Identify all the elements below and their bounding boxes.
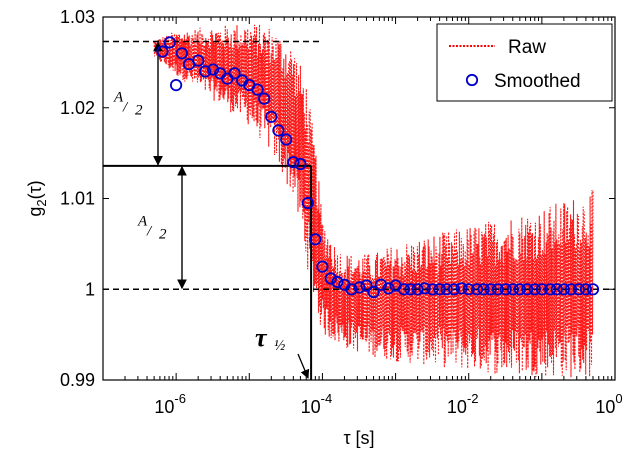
smoothed-point bbox=[506, 283, 519, 296]
smoothed-point bbox=[353, 281, 366, 294]
y-tick-label: 1.02 bbox=[60, 98, 95, 118]
y-tick-label: 0.99 bbox=[60, 370, 95, 390]
smoothed-point bbox=[324, 272, 337, 285]
smoothed-point bbox=[331, 275, 344, 289]
smoothed-point bbox=[433, 283, 446, 296]
legend-smoothed-swatch bbox=[465, 73, 479, 87]
smoothed-point bbox=[550, 283, 563, 296]
upper-half-a-label: A/ 2 bbox=[113, 90, 143, 119]
smoothed-point bbox=[316, 260, 329, 273]
smoothed-point bbox=[404, 283, 417, 296]
smoothed-point bbox=[470, 283, 484, 296]
smoothed-point bbox=[163, 36, 176, 49]
tau-half-arrow bbox=[297, 353, 310, 379]
smoothed-point bbox=[564, 283, 578, 296]
legend-box bbox=[436, 23, 613, 102]
x-tick-label: 100 bbox=[595, 391, 622, 417]
smoothed-point bbox=[477, 283, 490, 296]
smoothed-point bbox=[499, 283, 512, 296]
tau-half-symbol: τ bbox=[255, 323, 268, 352]
x-tick-label: 10-4 bbox=[301, 391, 333, 417]
smoothed-point bbox=[411, 283, 424, 296]
smoothed-point bbox=[207, 63, 220, 76]
smoothed-point bbox=[528, 283, 541, 296]
smoothed-series bbox=[156, 36, 600, 299]
y-axis-label: g2(τ) bbox=[25, 180, 49, 216]
upper-half-a-label-denominator: 2 bbox=[135, 103, 143, 119]
x-tick-label: 10-6 bbox=[154, 391, 186, 417]
lower-half-a-label-numerator: A bbox=[137, 214, 148, 230]
smoothed-point bbox=[272, 124, 285, 137]
raw-series-line bbox=[153, 24, 594, 378]
smoothed-point bbox=[418, 282, 431, 295]
smoothed-point bbox=[557, 283, 571, 296]
smoothed-point bbox=[199, 65, 212, 78]
smoothed-point bbox=[360, 279, 373, 292]
smoothed-point bbox=[586, 283, 600, 296]
lower-half-a-label: A/ 2 bbox=[137, 214, 167, 243]
upper-half-a-label-slash: / bbox=[122, 100, 129, 116]
lower-half-a-label-slash: / bbox=[146, 224, 153, 240]
smoothed-point bbox=[156, 45, 169, 58]
legend: Raw Smoothed bbox=[436, 23, 613, 102]
raw-series bbox=[153, 24, 594, 378]
tick-labels: 0.99 1 1.01 1.02 1.03 10-6 10-4 10-2 100 τ [s] g2(… bbox=[25, 7, 623, 448]
y-tick-label: 1 bbox=[85, 279, 95, 299]
smoothed-point bbox=[426, 283, 439, 296]
smoothed-point bbox=[572, 283, 585, 296]
axes bbox=[102, 16, 616, 381]
tau-half-subscript: ½ bbox=[274, 338, 285, 354]
smoothed-point bbox=[258, 92, 271, 105]
smoothed-point bbox=[301, 196, 314, 210]
smoothed-point bbox=[265, 110, 278, 123]
legend-raw-label: Raw bbox=[508, 37, 546, 58]
y-tick-label: 1.03 bbox=[60, 7, 95, 27]
smoothed-point bbox=[367, 285, 380, 299]
smoothed-point bbox=[192, 54, 205, 67]
smoothed-point bbox=[440, 283, 453, 296]
smoothed-point bbox=[455, 282, 468, 295]
smoothed-point bbox=[287, 156, 300, 169]
x-tick-label: 10-2 bbox=[447, 391, 479, 417]
smoothed-point bbox=[484, 283, 497, 296]
smoothed-point bbox=[521, 283, 534, 296]
smoothed-point bbox=[579, 283, 593, 296]
smoothed-point bbox=[397, 283, 410, 296]
smoothed-point bbox=[491, 283, 504, 296]
smoothed-point bbox=[280, 133, 293, 146]
smoothed-point bbox=[513, 283, 526, 296]
smoothed-point bbox=[251, 83, 264, 96]
smoothed-point bbox=[447, 283, 461, 296]
smoothed-point bbox=[535, 283, 549, 296]
smoothed-point bbox=[544, 283, 557, 296]
legend-smoothed-label: Smoothed bbox=[494, 71, 581, 92]
y-tick-label: 1.01 bbox=[60, 189, 95, 209]
lower-half-a-label-denominator: 2 bbox=[159, 227, 167, 243]
smoothed-point bbox=[382, 282, 395, 295]
smoothed-point bbox=[175, 47, 188, 60]
smoothed-point bbox=[309, 233, 322, 246]
smoothed-point bbox=[228, 67, 241, 80]
upper-half-a-label-numerator: A bbox=[113, 90, 124, 106]
smoothed-point bbox=[462, 283, 475, 296]
x-axis-label: τ [s] bbox=[343, 428, 374, 448]
annotations: A/2A/2τ ½ bbox=[103, 40, 615, 380]
smoothed-point bbox=[345, 283, 358, 296]
smoothed-point bbox=[294, 157, 307, 171]
smoothed-point bbox=[170, 79, 183, 92]
